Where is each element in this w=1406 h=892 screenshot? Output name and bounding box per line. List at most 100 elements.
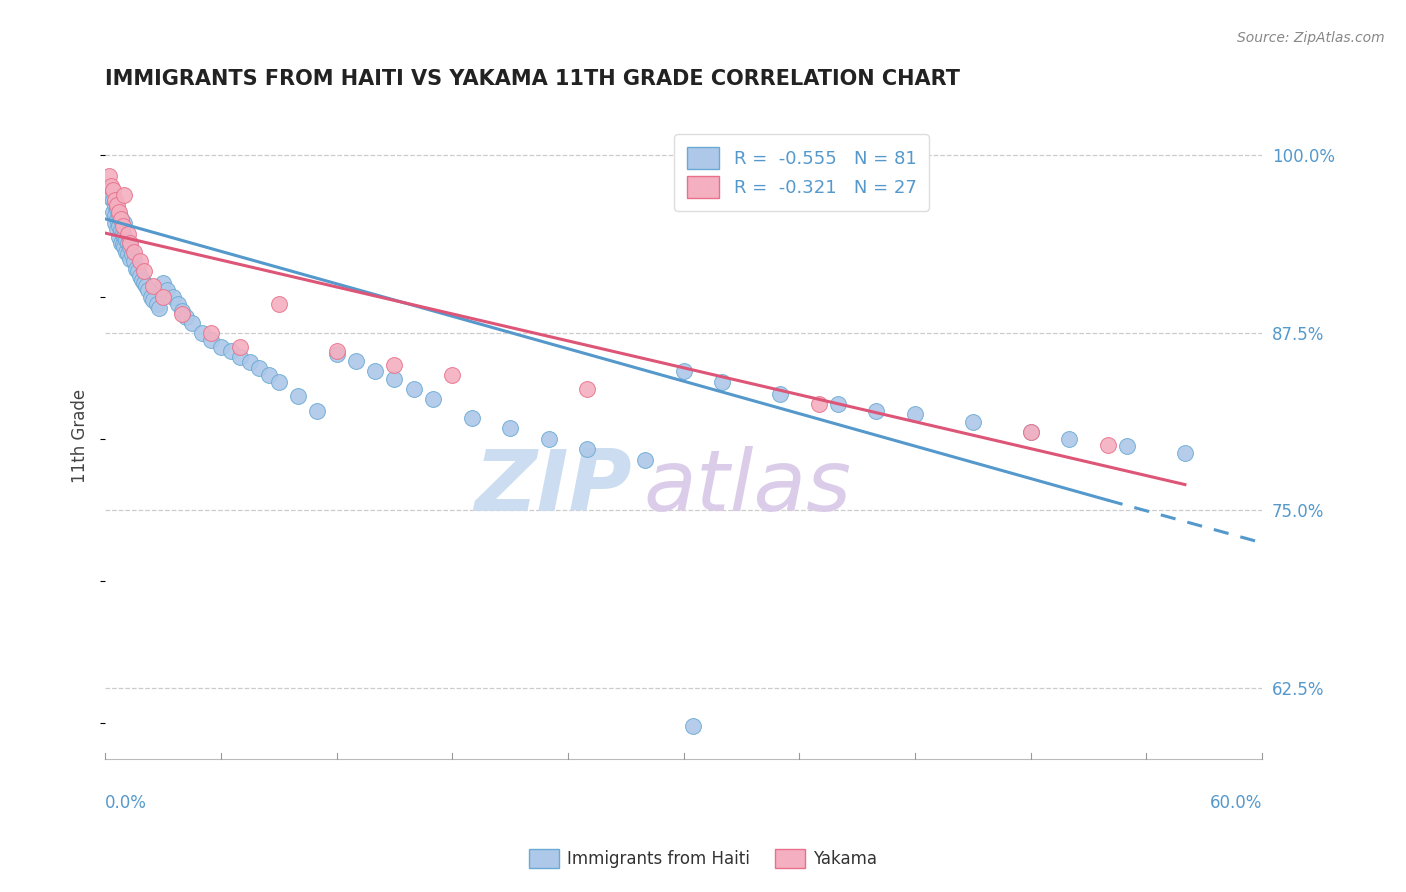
Point bbox=[104, 194, 127, 208]
Text: IMMIGRANTS FROM HAITI VS YAKAMA 11TH GRADE CORRELATION CHART: IMMIGRANTS FROM HAITI VS YAKAMA 11TH GRA… bbox=[105, 69, 960, 88]
Legend: R =  -0.555   N = 81, R =  -0.321   N = 27: R = -0.555 N = 81, R = -0.321 N = 27 bbox=[673, 135, 929, 211]
Point bbox=[769, 386, 792, 401]
Point bbox=[422, 392, 444, 407]
Point bbox=[229, 350, 252, 364]
Point bbox=[152, 276, 174, 290]
Text: ZIP: ZIP bbox=[474, 446, 631, 529]
Point bbox=[135, 278, 157, 293]
Point bbox=[402, 383, 425, 397]
Point bbox=[129, 254, 152, 268]
Point bbox=[267, 297, 290, 311]
Point bbox=[219, 343, 242, 358]
Point bbox=[101, 204, 124, 219]
Point bbox=[1019, 425, 1042, 439]
Point bbox=[384, 372, 406, 386]
Point bbox=[104, 208, 127, 222]
Legend: Immigrants from Haiti, Yakama: Immigrants from Haiti, Yakama bbox=[522, 842, 884, 875]
Point bbox=[634, 453, 657, 467]
Point bbox=[287, 389, 309, 403]
Point bbox=[172, 304, 194, 318]
Point bbox=[200, 333, 222, 347]
Point bbox=[239, 355, 262, 369]
Point bbox=[132, 264, 155, 278]
Point bbox=[107, 230, 129, 244]
Y-axis label: 11th Grade: 11th Grade bbox=[72, 389, 89, 483]
Point bbox=[711, 376, 734, 390]
Point bbox=[384, 358, 406, 372]
Point bbox=[576, 383, 599, 397]
Point bbox=[101, 184, 124, 198]
Point bbox=[110, 211, 132, 226]
Point bbox=[962, 415, 984, 429]
Point bbox=[111, 226, 134, 240]
Point bbox=[121, 247, 143, 261]
Point bbox=[576, 442, 599, 456]
Point bbox=[807, 396, 830, 410]
Text: 0.0%: 0.0% bbox=[105, 795, 148, 813]
Point bbox=[1174, 446, 1197, 460]
Point bbox=[172, 307, 194, 321]
Point bbox=[110, 223, 132, 237]
Point bbox=[325, 343, 347, 358]
Point bbox=[537, 432, 560, 446]
Point bbox=[156, 283, 179, 297]
Point bbox=[344, 354, 367, 368]
Point bbox=[132, 276, 155, 290]
Point bbox=[146, 297, 169, 311]
Text: Source: ZipAtlas.com: Source: ZipAtlas.com bbox=[1237, 31, 1385, 45]
Point bbox=[111, 237, 134, 252]
Point bbox=[827, 396, 849, 410]
Point bbox=[110, 235, 132, 250]
Point bbox=[1097, 438, 1119, 452]
Point bbox=[325, 347, 347, 361]
Text: 60.0%: 60.0% bbox=[1209, 795, 1263, 813]
Point bbox=[190, 326, 212, 340]
Point bbox=[682, 719, 704, 733]
Point bbox=[209, 340, 232, 354]
Point bbox=[1019, 425, 1042, 439]
Point bbox=[107, 219, 129, 233]
Text: atlas: atlas bbox=[643, 446, 851, 529]
Point bbox=[98, 169, 121, 184]
Point bbox=[120, 235, 142, 250]
Point bbox=[257, 368, 280, 383]
Point bbox=[117, 247, 139, 261]
Point bbox=[307, 403, 329, 417]
Point bbox=[249, 361, 271, 376]
Point bbox=[117, 227, 139, 242]
Point bbox=[125, 261, 148, 276]
Point bbox=[174, 310, 197, 324]
Point bbox=[364, 364, 387, 378]
Point bbox=[141, 290, 163, 304]
Point bbox=[267, 376, 290, 390]
Point bbox=[181, 316, 204, 330]
Point bbox=[904, 407, 927, 421]
Point bbox=[865, 403, 887, 417]
Point bbox=[499, 421, 522, 435]
Point bbox=[114, 240, 136, 254]
Point bbox=[110, 211, 132, 226]
Point bbox=[104, 197, 127, 211]
Point bbox=[162, 290, 184, 304]
Point bbox=[117, 235, 139, 250]
Point bbox=[142, 278, 165, 293]
Point bbox=[200, 326, 222, 340]
Point bbox=[136, 283, 159, 297]
Point bbox=[101, 194, 124, 208]
Point bbox=[122, 244, 145, 259]
Point bbox=[129, 268, 152, 283]
Point bbox=[105, 202, 128, 216]
Point bbox=[120, 240, 142, 254]
Point bbox=[114, 216, 136, 230]
Point bbox=[115, 233, 138, 247]
Point bbox=[120, 252, 142, 266]
Point bbox=[100, 179, 122, 194]
Point bbox=[98, 184, 121, 198]
Point bbox=[229, 340, 252, 354]
Point bbox=[1116, 439, 1139, 453]
Point bbox=[107, 208, 129, 222]
Point bbox=[114, 187, 136, 202]
Point bbox=[100, 190, 122, 204]
Point bbox=[114, 228, 136, 243]
Point bbox=[105, 197, 128, 211]
